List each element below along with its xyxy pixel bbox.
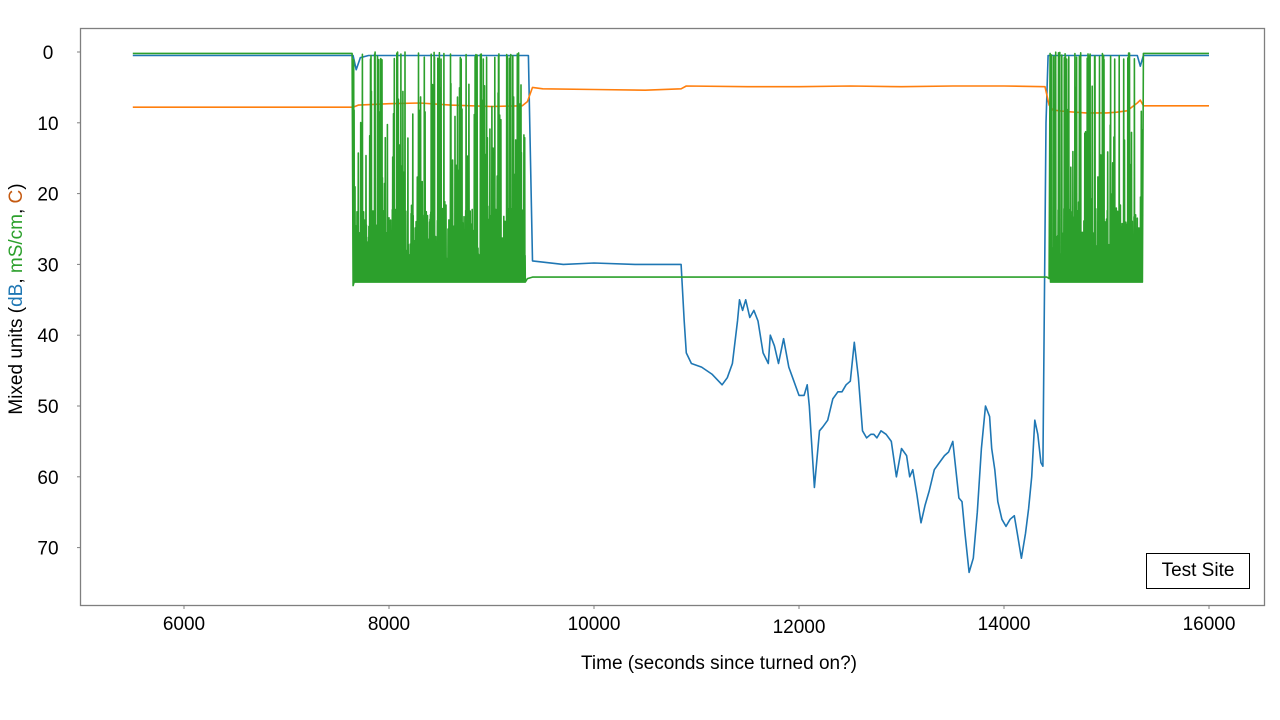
x-tick-label: 8000: [368, 614, 410, 635]
y-tick-label: 10: [37, 114, 58, 135]
y-axis: 0 10 20 30 40 50 60 70: [37, 43, 81, 560]
x-tick-label: 14000: [978, 614, 1031, 635]
y-axis-unit-db: dB: [6, 283, 27, 307]
y-tick-label: 70: [37, 539, 58, 560]
x-tick-label: 12000: [773, 617, 826, 638]
series-line-db: [132, 54, 1209, 574]
y-tick-label: 20: [37, 185, 58, 206]
y-tick-label: 30: [37, 255, 58, 276]
plot-frame: [79, 27, 1266, 607]
series-line-ms-cm: [132, 51, 1209, 287]
x-tick-label: 10000: [568, 614, 621, 635]
y-axis-title-prefix: Mixed units (: [6, 306, 27, 415]
site-annotation-box: Test Site: [1146, 553, 1250, 589]
x-tick-label: 16000: [1183, 614, 1236, 635]
y-tick-label: 40: [37, 326, 58, 347]
x-axis-title: Time (seconds since turned on?): [581, 653, 857, 674]
y-axis-title-suffix: ): [6, 183, 27, 190]
y-tick-label: 60: [37, 468, 58, 489]
y-axis-sep-2: ,: [6, 203, 27, 214]
site-annotation-label: Test Site: [1161, 560, 1235, 581]
x-tick-label: 6000: [163, 614, 205, 635]
x-axis: 6000 8000 10000 12000 14000 16000: [163, 605, 1236, 638]
y-axis-sep-1: ,: [6, 273, 27, 284]
plot-lines: [132, 51, 1209, 574]
y-axis-unit-c: C: [6, 189, 27, 204]
y-tick-label: 0: [43, 43, 54, 64]
y-axis-unit-ms-cm: mS/cm: [6, 214, 27, 274]
y-tick-label: 50: [37, 397, 58, 418]
series-line-c: [132, 85, 1209, 114]
y-axis-title: Mixed units (dB, mS/cm, C): [6, 164, 28, 434]
